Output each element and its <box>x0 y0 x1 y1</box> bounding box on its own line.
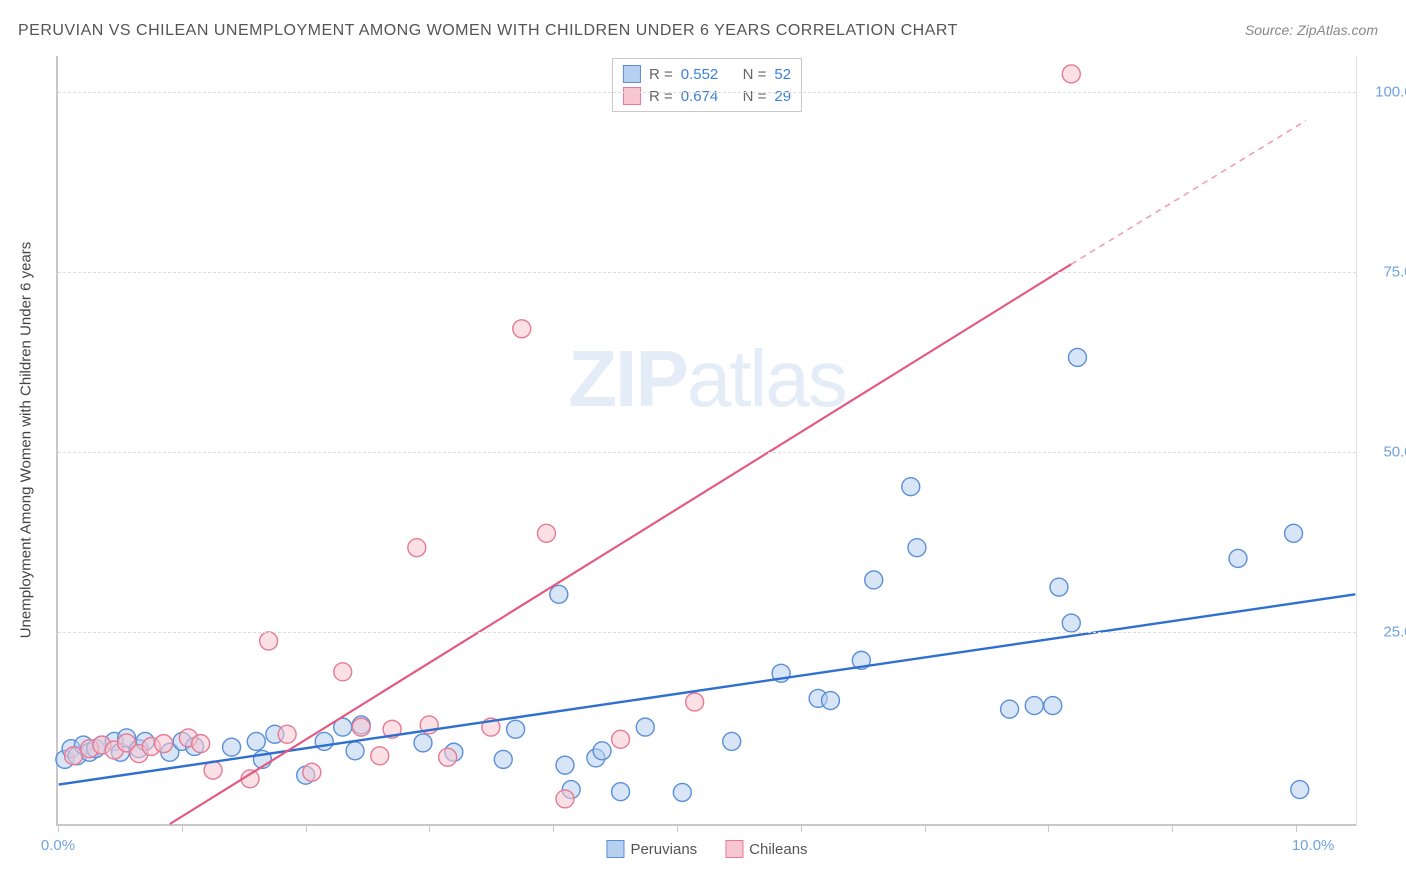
x-tick <box>429 824 430 832</box>
gridline-h <box>58 92 1356 93</box>
scatter-point <box>908 539 926 557</box>
series-legend: Peruvians Chileans <box>606 840 807 858</box>
scatter-point <box>556 756 574 774</box>
chart-plot-area: Unemployment Among Women with Children U… <box>56 56 1356 826</box>
x-tick <box>801 824 802 832</box>
scatter-point <box>1044 697 1062 715</box>
scatter-point <box>334 663 352 681</box>
swatch-pink-icon <box>725 840 743 858</box>
scatter-point <box>303 763 321 781</box>
scatter-point <box>537 524 555 542</box>
gridline-h <box>58 452 1356 453</box>
scatter-point <box>414 734 432 752</box>
scatter-point <box>260 632 278 650</box>
scatter-point <box>155 735 173 753</box>
source-attribution: Source: ZipAtlas.com <box>1245 22 1378 38</box>
trend-line <box>1071 121 1306 265</box>
x-tick <box>925 824 926 832</box>
scatter-point <box>723 732 741 750</box>
x-tick <box>553 824 554 832</box>
x-tick <box>1048 824 1049 832</box>
scatter-point <box>494 750 512 768</box>
scatter-point <box>612 783 630 801</box>
x-tick <box>677 824 678 832</box>
scatter-point <box>1068 348 1086 366</box>
scatter-point <box>686 693 704 711</box>
legend-item-peruvians: Peruvians <box>606 840 697 858</box>
scatter-point <box>408 539 426 557</box>
y-tick-label: 25.0% <box>1383 623 1406 640</box>
scatter-point <box>1001 700 1019 718</box>
scatter-point <box>1229 549 1247 567</box>
x-tick-label: 10.0% <box>1292 837 1335 854</box>
x-tick <box>182 824 183 832</box>
scatter-point <box>513 320 531 338</box>
scatter-point <box>247 732 265 750</box>
right-axis-edge <box>1356 56 1357 826</box>
scatter-point <box>593 742 611 760</box>
y-tick-label: 100.0% <box>1375 83 1406 100</box>
scatter-point <box>1285 524 1303 542</box>
scatter-point <box>371 747 389 765</box>
scatter-point <box>1062 614 1080 632</box>
scatter-point <box>902 478 920 496</box>
x-tick <box>306 824 307 832</box>
y-tick-label: 50.0% <box>1383 443 1406 460</box>
scatter-point <box>1025 697 1043 715</box>
scatter-point <box>822 692 840 710</box>
scatter-point <box>346 742 364 760</box>
gridline-h <box>58 632 1356 633</box>
scatter-point <box>556 790 574 808</box>
y-tick-label: 75.0% <box>1383 263 1406 280</box>
scatter-point <box>636 718 654 736</box>
scatter-point <box>1291 781 1309 799</box>
legend-item-chileans: Chileans <box>725 840 807 858</box>
scatter-point <box>1062 65 1080 83</box>
scatter-point <box>352 718 370 736</box>
x-tick <box>1296 824 1297 832</box>
scatter-point <box>192 735 210 753</box>
x-tick-label: 0.0% <box>41 837 75 854</box>
x-tick <box>1172 824 1173 832</box>
scatter-point <box>612 730 630 748</box>
scatter-point <box>865 571 883 589</box>
scatter-point <box>278 725 296 743</box>
scatter-point <box>223 738 241 756</box>
trend-line <box>59 594 1356 784</box>
scatter-point <box>550 585 568 603</box>
y-axis-label: Unemployment Among Women with Children U… <box>18 242 35 639</box>
swatch-blue-icon <box>606 840 624 858</box>
scatter-point <box>507 720 525 738</box>
scatter-point <box>673 783 691 801</box>
scatter-point <box>315 732 333 750</box>
chart-title: PERUVIAN VS CHILEAN UNEMPLOYMENT AMONG W… <box>18 22 958 40</box>
gridline-h <box>58 272 1356 273</box>
legend-label-peruvians: Peruvians <box>630 841 697 858</box>
scatter-svg <box>58 56 1356 824</box>
x-tick <box>58 824 59 832</box>
scatter-point <box>439 748 457 766</box>
scatter-point <box>65 747 83 765</box>
legend-label-chileans: Chileans <box>749 841 807 858</box>
scatter-point <box>1050 578 1068 596</box>
